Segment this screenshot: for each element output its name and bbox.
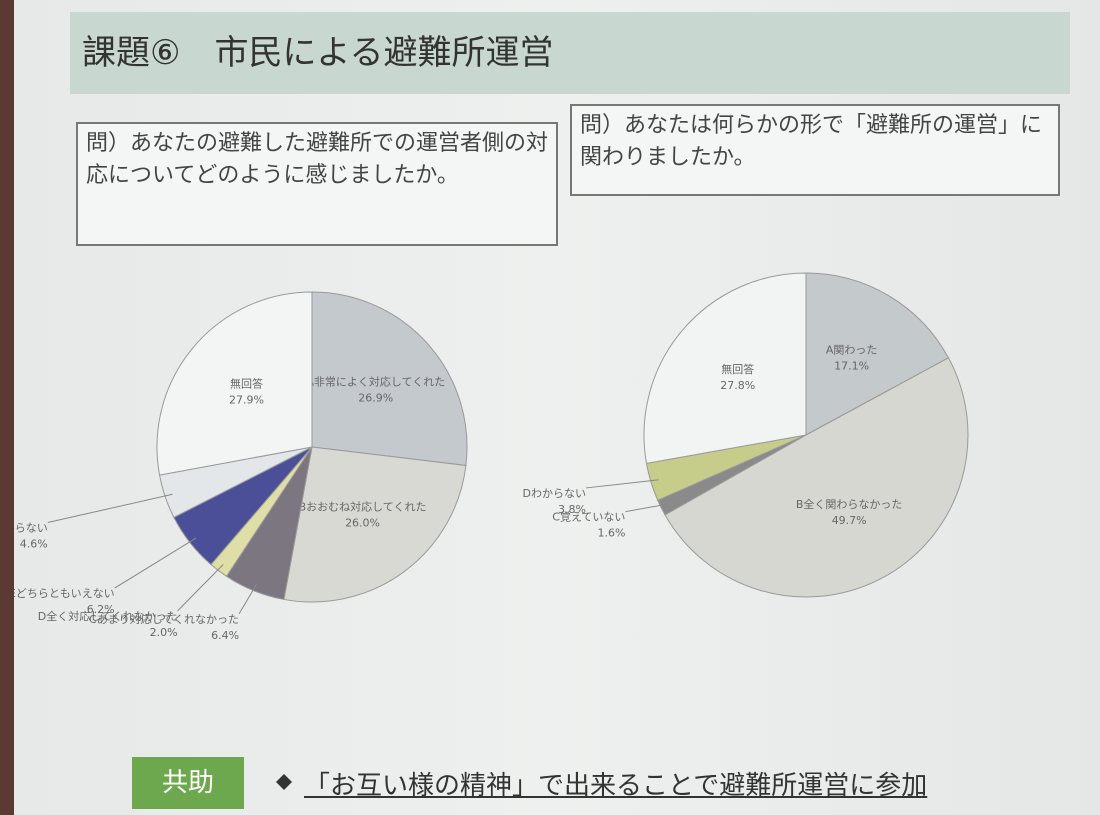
footer-tag: 共助 [132,757,244,809]
slide: 課題⑥ 市民による避難所運営 問）あなたの避難した避難所での運営者側の対応につい… [14,0,1100,815]
question: 問）あなたは何らかの形で「避難所の運営」に関わりましたか。 [570,104,1060,196]
slice-label: Fわからない [14,522,48,535]
leader-line [177,564,224,612]
value-label: 2.0% [150,626,178,639]
slice-label: Cあまり対応してくれなかった [89,612,239,626]
slice-label: Bおおむね対応してくれた [299,500,427,514]
value-label: 17.1% [834,359,869,372]
value-label: 27.8% [720,379,755,392]
leader-line [585,479,659,489]
pie-slice [311,291,468,467]
bullet [276,774,292,790]
value-label: 4.6% [20,538,48,551]
pie-slice [156,291,313,476]
question: 問）あなたの避難した避難所での運営者側の対応についてどのように感じましたか。 [76,122,558,246]
value-label: 27.9% [229,393,264,406]
value-label: 6.4% [211,629,239,642]
slice-label: Eどちらともいえない [14,587,115,600]
pie-slice [643,272,807,464]
slice-label: Dわからない [522,487,585,500]
slice-label: D全く対応してくれなかった [38,609,178,623]
value-label: 26.9% [358,391,393,404]
leader-line [47,493,173,524]
footer-text: 「お互い様の精神」で出来ることで避難所運営に参加 [304,771,928,801]
pie-slice [664,357,969,598]
value-label: 6.2% [87,603,115,616]
leader-line [625,503,669,513]
slice-label: C覚えていない [552,511,625,524]
value-label: 1.6% [597,527,625,540]
slice-label: B全く関わらなかった [796,497,903,511]
slice-label: A非常によく対応してくれた [306,374,445,388]
pie-slice [283,446,467,603]
value-label: 3.8% [558,503,586,516]
slice-label: A関わった [826,343,878,356]
charts: A非常によく対応してくれた 26.9% Bおおむね対応してくれた 26.0% Cあまり対… [14,272,969,790]
value-label: 49.7% [832,514,867,527]
leader-line [238,583,258,615]
slice-label: 無回答 [230,376,263,390]
slide-title: 課題⑥ 市民による避難所運営 [70,12,1070,94]
value-label: 26.0% [345,517,380,530]
pie-slice [805,272,950,436]
leader-line [114,537,197,589]
slice-label: 無回答 [721,362,754,376]
